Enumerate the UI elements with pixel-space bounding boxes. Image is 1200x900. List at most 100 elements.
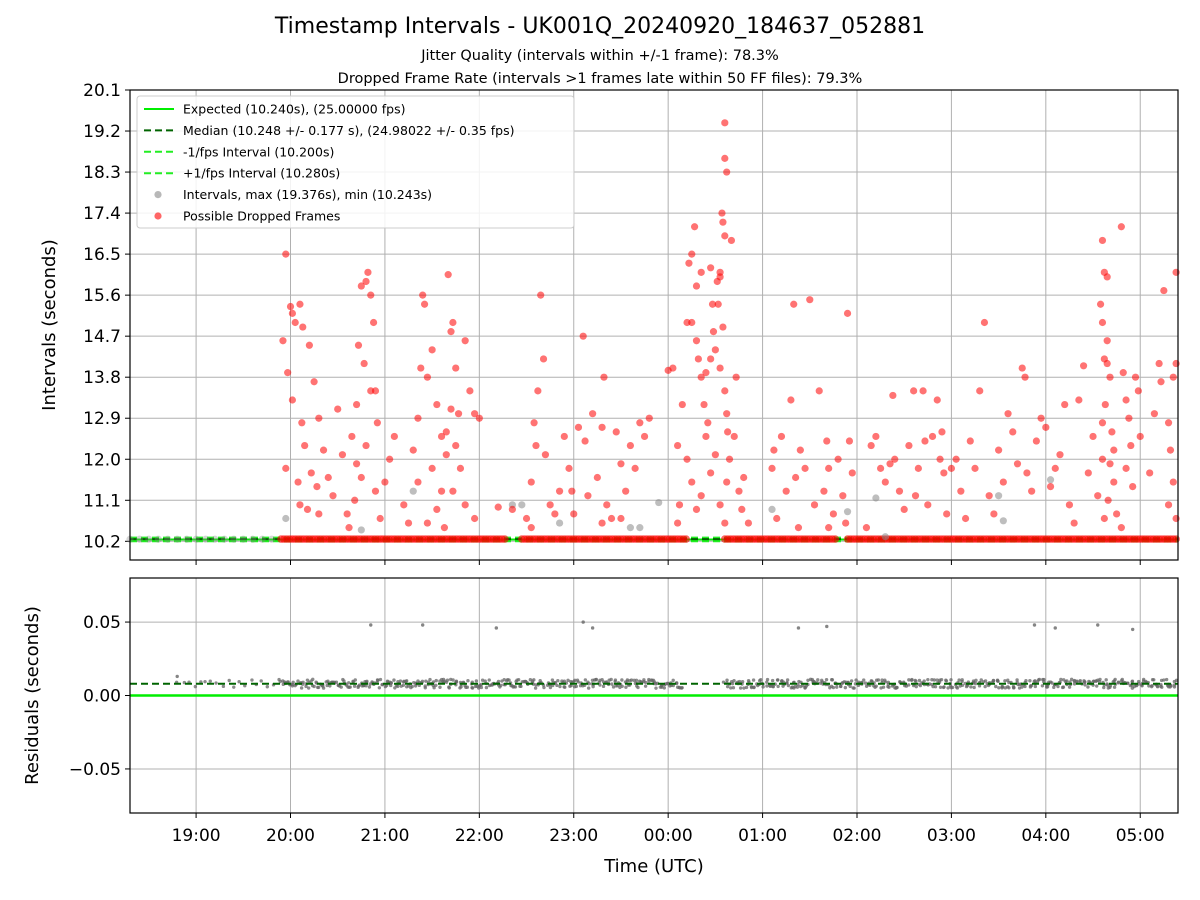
dropped-frame-point xyxy=(1146,469,1154,477)
residual-point xyxy=(1000,684,1004,689)
dropped-frame-point xyxy=(334,405,342,413)
y-tick-label: 19.2 xyxy=(83,122,121,142)
residual-point xyxy=(291,680,295,684)
dropped-frame-point xyxy=(692,337,701,345)
residual-point xyxy=(601,684,606,689)
interval-point xyxy=(626,524,634,532)
dropped-frame-point xyxy=(305,341,313,349)
residual-point xyxy=(410,684,414,689)
dropped-frame-point xyxy=(876,464,885,472)
residual-point xyxy=(914,684,918,689)
residual-point xyxy=(480,678,485,682)
x-tick-label: 05:00 xyxy=(1116,826,1165,846)
dropped-frame-point xyxy=(444,271,452,279)
residual-point xyxy=(770,678,775,683)
residual-point xyxy=(731,686,736,690)
dropped-frame-point xyxy=(709,328,718,336)
dropped-frame-point xyxy=(417,364,425,372)
residual-point xyxy=(654,686,658,690)
residual-point xyxy=(917,678,922,683)
dropped-frame-point xyxy=(501,535,509,543)
dropped-frame-point xyxy=(1098,236,1107,245)
dropped-frame-point xyxy=(867,441,875,450)
dropped-frame-point xyxy=(1032,437,1040,445)
residual-point xyxy=(786,683,791,688)
residual-point xyxy=(519,684,523,689)
legend-entry-label: Median (10.248 +/- 0.177 s), (24.98022 +… xyxy=(183,123,514,138)
legend-entry-label: +1/fps Interval (10.280s) xyxy=(183,166,340,181)
dropped-frame-point xyxy=(367,291,375,299)
dropped-frame-point xyxy=(831,535,840,543)
residual-point xyxy=(759,678,763,682)
dropped-frame-point xyxy=(1103,359,1111,368)
dropped-frame-point xyxy=(381,478,389,486)
dropped-frame-point xyxy=(990,510,998,518)
residual-point xyxy=(516,678,521,682)
residual-point xyxy=(1130,680,1134,684)
residual-point xyxy=(1083,680,1087,684)
residual-point xyxy=(1028,685,1033,689)
residual-point xyxy=(880,678,884,682)
dropped-frame-point xyxy=(494,503,502,511)
dropped-frame-point xyxy=(848,469,856,477)
y-tick-label: 16.5 xyxy=(83,245,121,265)
dropped-frame-point xyxy=(449,318,457,327)
residual-point xyxy=(232,685,236,689)
residual-point xyxy=(907,683,911,687)
residual-point xyxy=(484,685,489,690)
dropped-frame-point xyxy=(1018,364,1026,372)
residual-point xyxy=(454,680,459,684)
dropped-frame-point xyxy=(534,387,542,395)
residual-point xyxy=(1078,678,1082,683)
dropped-frame-point xyxy=(527,524,535,532)
dropped-frame-point xyxy=(1021,373,1029,381)
dropped-frame-point xyxy=(1150,410,1158,418)
dropped-frame-point xyxy=(740,473,748,482)
interval-point xyxy=(872,494,880,502)
dropped-frame-point xyxy=(697,373,705,381)
dropped-frame-point xyxy=(414,414,422,422)
dropped-frame-point xyxy=(546,501,554,509)
dropped-frame-point xyxy=(690,223,699,231)
residual-point xyxy=(803,686,807,690)
dropped-frame-point xyxy=(829,510,837,518)
dropped-frame-point xyxy=(721,232,729,240)
interval-point xyxy=(655,498,663,507)
residual-point xyxy=(820,678,824,682)
residual-point xyxy=(339,685,343,689)
dropped-frame-point xyxy=(697,268,705,276)
residual-point xyxy=(944,679,949,683)
residual-point xyxy=(1020,685,1024,689)
dropped-frame-point xyxy=(1108,428,1116,436)
dropped-frame-point xyxy=(404,519,413,527)
residual-point xyxy=(290,684,295,688)
residual-point xyxy=(742,686,746,690)
residual-point xyxy=(997,686,1001,690)
residual-point xyxy=(796,626,801,630)
residual-point xyxy=(572,679,576,684)
residual-point xyxy=(1075,679,1079,683)
residual-point xyxy=(304,684,308,689)
residual-point xyxy=(598,683,602,687)
dropped-frame-point xyxy=(296,501,304,509)
dropped-frame-point xyxy=(1172,514,1180,523)
legend-box xyxy=(136,95,575,229)
interval-point xyxy=(555,519,564,527)
residual-point xyxy=(342,679,346,683)
residual-point xyxy=(751,678,756,682)
residual-point xyxy=(396,684,400,689)
residual-point xyxy=(1152,678,1156,682)
residual-point xyxy=(1097,679,1102,684)
residual-point xyxy=(671,678,675,683)
residual-point xyxy=(420,623,425,627)
interval-point xyxy=(192,535,200,543)
x-tick-label: 19:00 xyxy=(172,826,221,846)
residual-point xyxy=(1032,623,1037,627)
dropped-frame-point xyxy=(810,501,819,509)
residual-point xyxy=(1056,684,1060,689)
dropped-frame-point xyxy=(593,473,601,482)
dropped-frame-point xyxy=(282,250,290,258)
dropped-frame-point xyxy=(574,423,583,431)
dropped-frame-point xyxy=(313,483,321,491)
y-axis-label-residuals: Residuals (seconds) xyxy=(22,606,43,785)
